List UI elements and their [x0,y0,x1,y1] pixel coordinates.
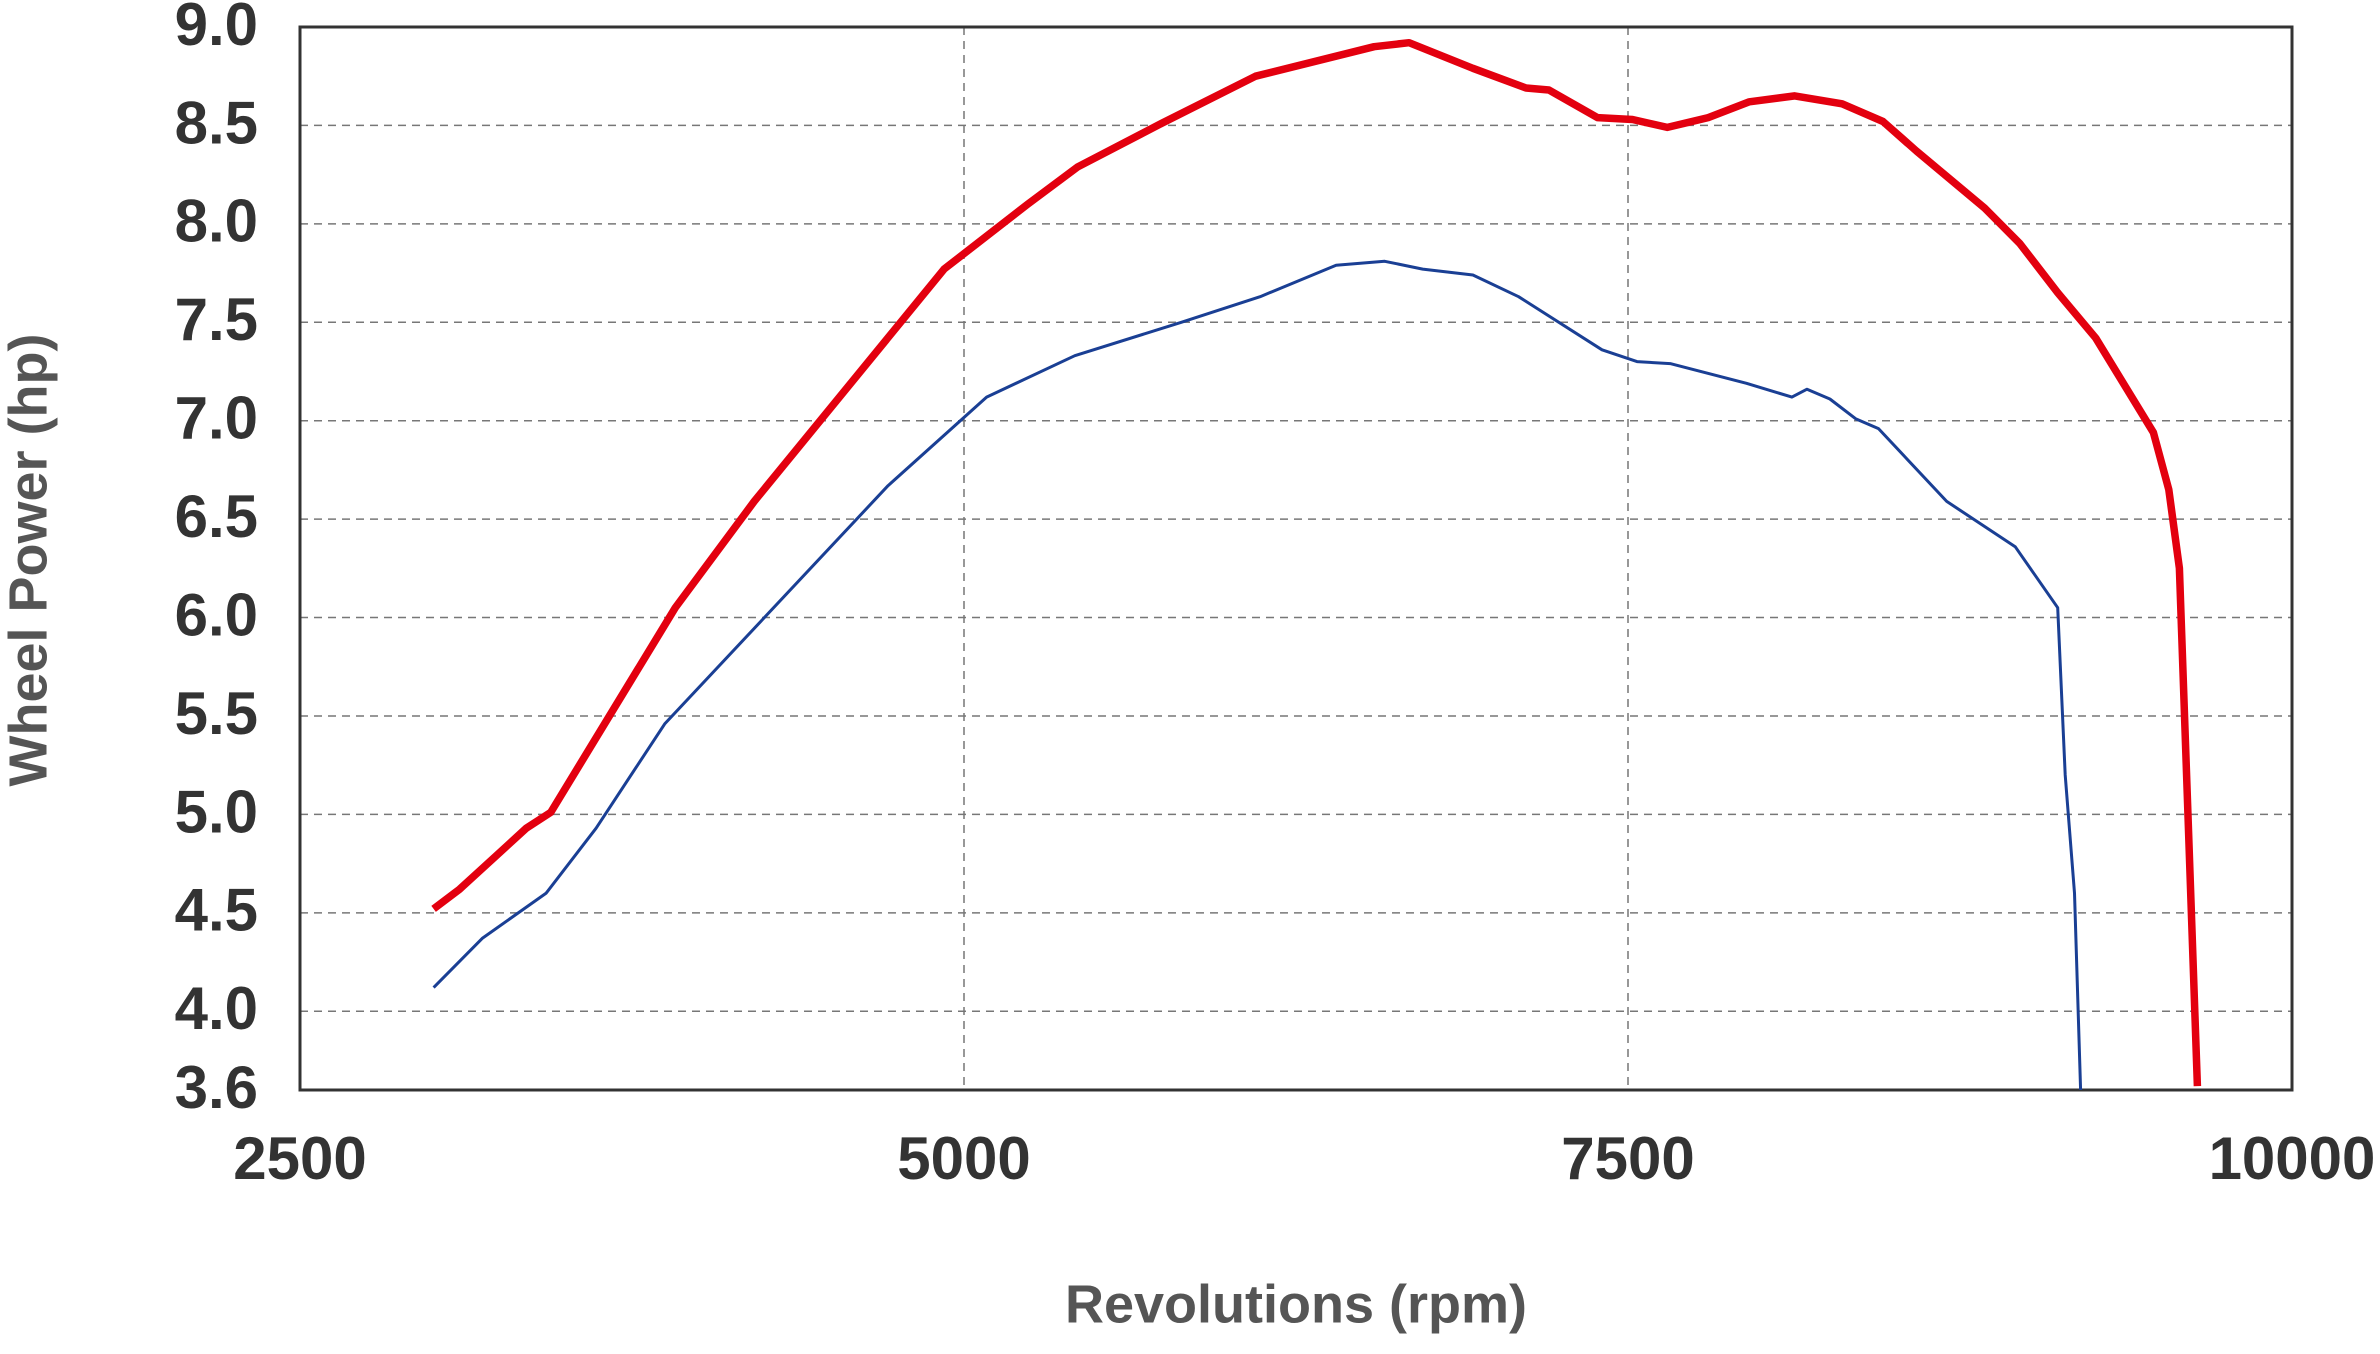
y-tick-label: 9.0 [175,0,258,58]
line-series [431,38,2202,1087]
y-tick-label: 7.5 [175,286,258,353]
y-tick-label: 3.6 [175,1054,258,1121]
y-tick-label: 6.0 [175,581,258,648]
x-axis-title: Revolutions (rpm) [1065,1274,1527,1334]
x-tick-label: 7500 [1561,1125,1694,1192]
x-tick-label: 5000 [897,1125,1030,1192]
y-tick-label: 7.0 [175,385,258,452]
y-tick-label: 4.0 [175,975,258,1042]
y-tick-label: 8.0 [175,188,258,255]
y-tick-label: 5.5 [175,680,258,747]
y-tick-label: 4.5 [175,877,258,944]
x-tick-label: 10000 [2209,1125,2376,1192]
y-axis-title: Wheel Power (hp) [0,333,58,786]
plot-frame [298,25,2294,1092]
y-tick-label: 6.5 [175,483,258,550]
y-tick-label: 8.5 [175,89,258,156]
y-tick-label: 5.0 [175,778,258,845]
line-series [432,259,2083,1091]
x-tick-label: 2500 [233,1125,366,1192]
